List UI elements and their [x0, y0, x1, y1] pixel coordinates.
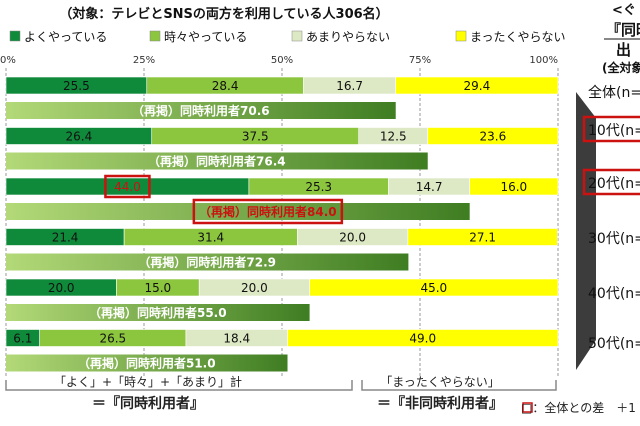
- highlight-box: [192, 198, 344, 225]
- data-label: 37.5: [242, 130, 269, 144]
- data-label: 20.0: [241, 281, 268, 295]
- bottom-right-text: ＝『非同時利用者』: [377, 395, 503, 412]
- bottom-left-text: ＝『同時利用者』: [92, 395, 204, 412]
- data-label: 15.0: [144, 281, 171, 295]
- legend-swatch: [291, 30, 303, 42]
- right-label: 20代(n=: [588, 176, 640, 192]
- data-label: 44.0: [114, 180, 141, 194]
- legend-label: 時々やっている: [164, 30, 247, 44]
- bar-segment: [469, 177, 559, 196]
- x-tick-label: 75%: [409, 55, 431, 66]
- data-label: 27.1: [469, 231, 496, 245]
- right-arrow: [576, 92, 596, 370]
- sum-label: （再掲）同時利用者72.9: [138, 255, 276, 270]
- data-label: 12.5: [380, 130, 407, 144]
- sum-bar: [6, 253, 409, 271]
- legend-label: まったくやらない: [470, 30, 566, 44]
- bottom-left-text: 「よく」+「時々」+「あまり」計: [54, 374, 242, 389]
- data-label: 16.0: [500, 180, 527, 194]
- data-label: 14.7: [416, 180, 443, 194]
- data-label: 31.4: [197, 231, 224, 245]
- data-label: 26.4: [66, 130, 93, 144]
- bottom-right-text: 「まったくやらない」: [380, 375, 500, 389]
- data-label: 16.7: [336, 79, 363, 93]
- bar-segment: [407, 228, 558, 246]
- data-label: 26.5: [99, 332, 126, 346]
- highlight-box: [104, 174, 151, 199]
- bar-segment: [427, 127, 559, 145]
- x-tick-label: 100%: [529, 55, 558, 66]
- x-axis-ticks: 0% 25% 50% 75% 100%: [0, 55, 558, 66]
- right-header-text: 『同時: [606, 21, 640, 39]
- data-label: 18.4: [223, 332, 250, 346]
- sum-bar: [6, 304, 310, 321]
- bar-segment: [395, 76, 559, 95]
- highlight-box: [582, 168, 640, 196]
- data-label: 49.0: [409, 332, 436, 346]
- right-label: 10代(n=: [588, 123, 640, 139]
- right-label: 30代(n=: [588, 231, 640, 247]
- right-label: 40代(n=: [588, 286, 640, 302]
- sum-label: （再掲）同時利用者55.0: [89, 305, 227, 320]
- bracket-right: [361, 380, 557, 391]
- chart-subtitle: （対象：テレビとSNSの両方を利用している人306名）: [59, 6, 388, 22]
- legend-label: よくやっている: [24, 30, 107, 44]
- note-text: □：全体との差 ＋1: [521, 400, 636, 415]
- data-label: 23.6: [480, 130, 507, 144]
- legend-swatch: [455, 30, 467, 42]
- data-label: 25.3: [305, 180, 332, 194]
- x-tick-label: 25%: [133, 55, 155, 66]
- data-label: 21.4: [52, 231, 79, 245]
- sum-label: （再掲）同時利用者76.4: [148, 154, 286, 169]
- bottom-annotations: 「よく」+「時々」+「あまり」計 ＝『同時利用者』 「まったくやらない」 ＝『非同時利…: [5, 374, 636, 415]
- data-label: 20.0: [339, 231, 366, 245]
- legend-swatch: [9, 30, 21, 42]
- legend-swatch: [149, 30, 161, 42]
- x-tick-label: 0%: [0, 55, 16, 66]
- bars: 25.5 28.4 16.7 29.4 （再掲）同時利用者70.6 26.4 37.5 12.…: [5, 76, 559, 372]
- data-label: 25.5: [63, 79, 90, 93]
- sum-bar: [6, 102, 396, 119]
- bar-segment: [309, 278, 559, 297]
- bracket-left: [5, 380, 353, 391]
- data-label: 29.4: [463, 79, 490, 93]
- right-panel: <ぐ『同時出(全対象者全体(n= 10代(n= 20代(n= 30代(n= 40代(n=…: [582, 3, 640, 352]
- right-label: 50代(n=: [588, 336, 640, 352]
- right-header-text: (全対象者: [602, 60, 640, 75]
- right-header-text: <ぐ: [612, 3, 636, 18]
- sum-bar: [6, 152, 428, 170]
- x-tick-label: 50%: [271, 55, 293, 66]
- bar-segment: [287, 329, 559, 347]
- data-label: 20.0: [48, 281, 75, 295]
- data-label: 6.1: [13, 332, 32, 346]
- sum-bar: [6, 203, 470, 220]
- data-label: 45.0: [420, 281, 447, 295]
- highlight-box: [582, 115, 640, 143]
- right-header-text: 出: [616, 41, 631, 59]
- legend-label: あまりやらない: [306, 30, 390, 44]
- right-label: 全体(n=: [588, 84, 640, 101]
- sum-bar: [6, 354, 288, 372]
- sum-label: （再掲）同時利用者84.0: [199, 204, 337, 219]
- legend: よくやっている 時々やっている あまりやらない まったくやらない: [9, 30, 566, 44]
- sum-label: （再掲）同時利用者70.6: [132, 103, 270, 118]
- sum-label: （再掲）同時利用者51.0: [78, 356, 216, 371]
- data-label: 28.4: [212, 79, 239, 93]
- note-box: [522, 402, 533, 413]
